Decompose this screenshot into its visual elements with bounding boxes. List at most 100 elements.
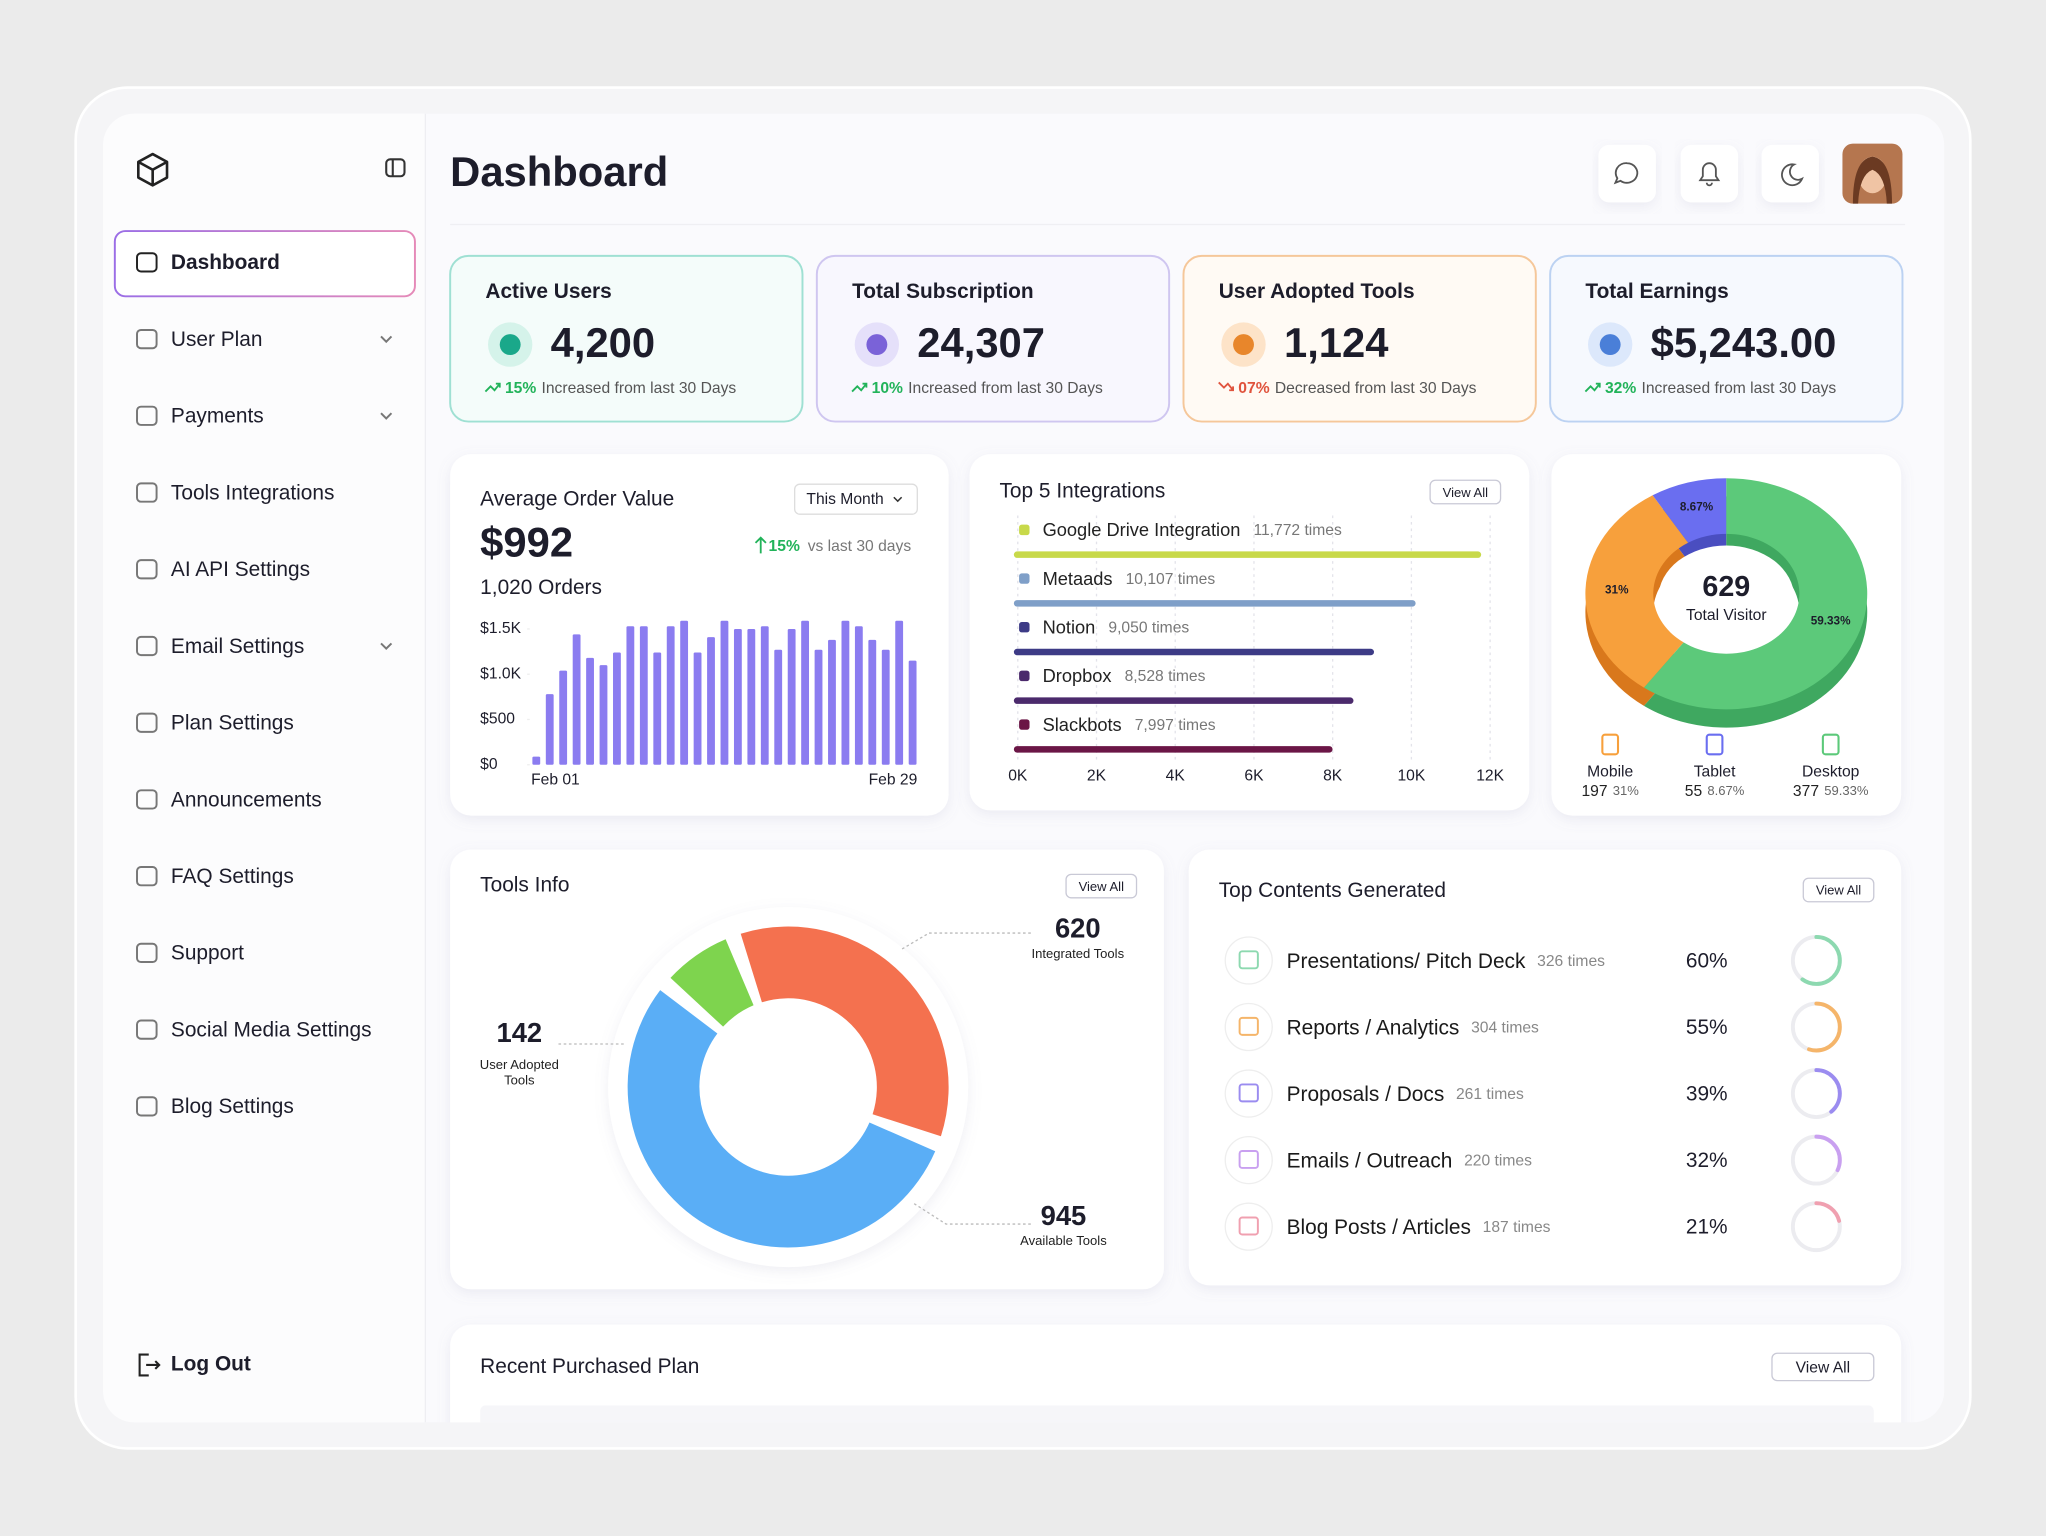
callout-value: 142 (496, 1017, 542, 1048)
legend-name: Mobile (1587, 764, 1633, 781)
bar (613, 652, 621, 765)
bar (639, 626, 648, 765)
subtitle: 1,020 Orders (480, 576, 602, 599)
integration-row: Dropbox 8,528 times (1043, 665, 1206, 686)
card-change: 15% Increased from last 30 Days (505, 380, 736, 397)
legend-icon (1601, 733, 1620, 756)
content-percent: 55% (1686, 1016, 1728, 1039)
nav-item[interactable]: AI API Settings (171, 558, 310, 581)
view-all-button[interactable] (1802, 877, 1875, 903)
card-value: 24,307 (917, 319, 1045, 366)
donut (1585, 478, 1868, 710)
bar (747, 628, 756, 765)
sidebar-toggle[interactable] (385, 158, 406, 178)
nav-item[interactable]: User Plan (171, 328, 263, 351)
notification-button[interactable] (1680, 144, 1739, 203)
nav-item[interactable]: Plan Settings (171, 712, 294, 735)
logout[interactable]: Log Out (171, 1352, 251, 1375)
dropdown-chevron (893, 496, 903, 503)
content-icon-bg (1224, 1202, 1273, 1251)
view-all-button[interactable] (1429, 479, 1502, 505)
card-change: 10% Increased from last 30 Days (872, 380, 1103, 397)
nav-item[interactable]: Social Media Settings (171, 1018, 372, 1041)
logout-icon (138, 1353, 161, 1377)
bar (1013, 697, 1354, 704)
slice-label: 8.67% (1680, 500, 1714, 513)
card-change-note: Decreased from last 30 Days (1275, 380, 1477, 397)
integration-icon (1019, 621, 1030, 633)
nav-icon (136, 789, 158, 810)
legend-percent: 59.33% (1824, 784, 1869, 799)
nav-icon (136, 328, 158, 350)
panel (450, 1324, 1902, 1423)
content-icon (1238, 1149, 1259, 1169)
x-tick-label: 12K (1476, 768, 1504, 785)
nav-item[interactable]: Announcements (171, 788, 322, 811)
donut-slice (627, 990, 936, 1248)
callout-line (900, 932, 1031, 951)
nav-item[interactable]: Email Settings (171, 635, 304, 658)
legend-icon (1705, 733, 1724, 756)
nav-item[interactable]: Payments (171, 405, 264, 428)
change: 15% vs last 30 days (769, 538, 912, 555)
content-name: Proposals / Docs (1287, 1082, 1445, 1105)
x-tick-label: 0K (1008, 768, 1028, 785)
callout-label: User Adopted Tools (479, 1058, 559, 1089)
integration-count: 9,050 times (1108, 620, 1189, 637)
content-icon (1238, 1083, 1259, 1103)
nav-icon (136, 1096, 158, 1117)
chat-icon (1613, 162, 1639, 185)
bar (693, 652, 702, 765)
nav-icon (136, 405, 158, 426)
donut-center (1658, 545, 1795, 650)
integration-count: 11,772 times (1253, 522, 1342, 539)
view-all-button[interactable] (1771, 1352, 1875, 1382)
moon-icon (1781, 163, 1804, 187)
content-name: Reports / Analytics (1287, 1016, 1460, 1039)
content: Dashboard User Plan Payments Tools Integrat… (136, 251, 1904, 1423)
nav-item[interactable]: Support (171, 942, 244, 965)
content-icon (1238, 950, 1259, 970)
nav-item[interactable]: Tools Integrations (171, 481, 335, 504)
chart-title: Average Order Value (480, 487, 674, 510)
integration-row: Slackbots 7,997 times (1043, 714, 1216, 735)
bar (801, 620, 810, 765)
panel (1188, 849, 1902, 1286)
filter-dropdown[interactable] (793, 483, 918, 515)
nav-item[interactable]: Dashboard (171, 251, 280, 274)
nav-icon (136, 252, 158, 273)
bar (545, 694, 554, 765)
legend-percent: 31% (1613, 784, 1639, 799)
trend-arrow (484, 382, 501, 393)
legend-stats: 55 8.67% (1685, 783, 1745, 800)
panel (969, 454, 1530, 811)
content-icon (1238, 1016, 1259, 1036)
integration-name: Metaads (1043, 568, 1113, 589)
change-value: 15% (769, 538, 800, 555)
content-row: Blog Posts / Articles 187 times (1287, 1215, 1551, 1238)
nav-item[interactable]: FAQ Settings (171, 865, 294, 888)
nav-icon (136, 866, 158, 887)
x-tick-label: 4K (1166, 768, 1186, 785)
view-all-button[interactable] (1065, 873, 1138, 899)
donut-slice (670, 939, 754, 1027)
card-icon-dot (1233, 334, 1254, 356)
bar (895, 620, 904, 765)
slice-label: 31% (1605, 584, 1629, 597)
bar (1013, 600, 1416, 607)
filter-label: This Month (806, 491, 883, 508)
bar (626, 626, 635, 765)
donut-slice (1652, 478, 1727, 543)
legend-stats: 377 59.33% (1793, 783, 1869, 800)
view-all-label: View All (1079, 879, 1124, 894)
stat-card (1182, 254, 1537, 423)
card-change: 32% Increased from last 30 Days (1605, 380, 1836, 397)
nav-item[interactable]: Blog Settings (171, 1095, 294, 1118)
content-percent: 21% (1686, 1215, 1728, 1238)
callout-label-box: Integrated Tools (1031, 947, 1124, 961)
chat-button[interactable] (1598, 144, 1656, 203)
up-arrow (754, 536, 767, 554)
card-change-note: Increased from last 30 Days (542, 380, 737, 397)
x-tick-label: Feb 29 (869, 772, 918, 789)
